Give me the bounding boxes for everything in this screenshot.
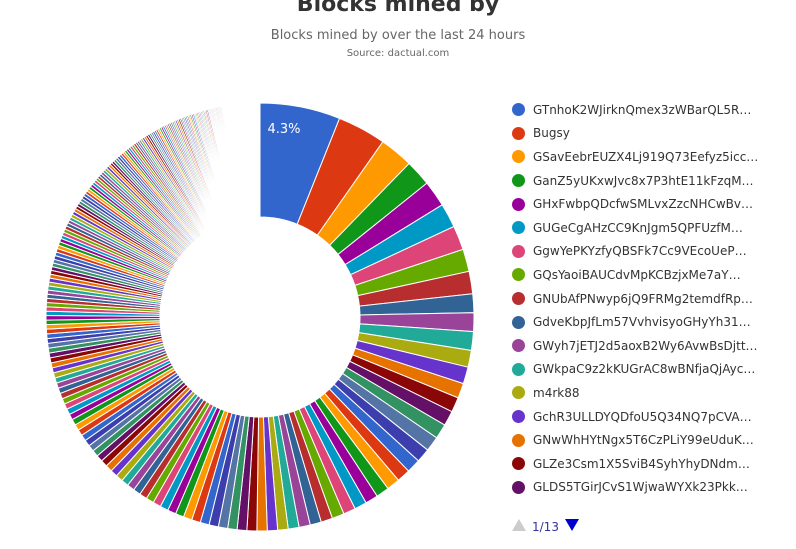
legend-color-dot — [512, 386, 525, 400]
legend-color-dot — [512, 103, 525, 117]
legend-item[interactable]: GWkpaC9z2kKUGrAC8wBNfjaQjAyc… — [512, 358, 782, 382]
slice-label: 4.3% — [267, 122, 300, 137]
legend-item[interactable]: GHxFwbpQDcfwSMLvxZzcNHCwBv… — [512, 192, 782, 216]
chart-title: Blocks mined by — [296, 0, 500, 17]
legend-color-dot — [512, 292, 525, 306]
legend-item[interactable]: GLZe3Csm1X5SviB4SyhYhyDNdm… — [512, 452, 782, 476]
legend-color-dot — [512, 315, 525, 329]
legend-color-dot — [512, 221, 525, 235]
legend-label: GHxFwbpQDcfwSMLvxZzcNHCwBv… — [533, 197, 753, 212]
pager-up-arrow-icon[interactable] — [512, 518, 526, 536]
legend-color-dot — [512, 410, 525, 424]
pie-slice[interactable] — [258, 102, 261, 218]
legend-item[interactable]: GNwWhHYtNgx5T6CzPLiY99eUduK… — [512, 428, 782, 452]
legend-item[interactable]: GQsYaoiBAUCdvMpKCBzjxMe7aY… — [512, 263, 782, 287]
legend-label: GNUbAfPNwyp6jQ9FRMg2temdfRp… — [533, 291, 753, 306]
legend-label: GQsYaoiBAUCdvMpKCBzjxMe7aY… — [533, 267, 741, 282]
legend-item[interactable]: GLDS5TGirJCvS1WjwaWYXk23Pkk… — [512, 476, 782, 500]
pager-text: 1/13 — [532, 520, 559, 534]
legend-label: GdveKbpJfLm57VvhvisyoGHyYh31… — [533, 315, 751, 330]
legend-label: m4rk88 — [533, 385, 580, 400]
legend-item[interactable]: m4rk88 — [512, 381, 782, 405]
slices-group — [45, 102, 475, 532]
legend-color-dot — [512, 126, 525, 140]
legend-label: GanZ5yUKxwJvc8x7P3htE11kFzqM… — [533, 173, 754, 188]
legend-label: Bugsy — [533, 126, 570, 141]
legend-label: GLZe3Csm1X5SviB4SyhYhyDNdm… — [533, 456, 750, 471]
legend-label: GTnhoK2WJirknQmex3zWBarQL5R… — [533, 102, 752, 117]
legend-color-dot — [512, 433, 525, 447]
legend-color-dot — [512, 268, 525, 282]
legend-color-dot — [512, 197, 525, 211]
chart-source: Source: dactual.com — [346, 48, 450, 59]
legend-item[interactable]: GTnhoK2WJirknQmex3zWBarQL5R… — [512, 98, 782, 122]
legend-item[interactable]: GNUbAfPNwyp6jQ9FRMg2temdfRp… — [512, 287, 782, 311]
legend-label: GWyh7jETJ2d5aoxB2Wy6AvwBsDjtt… — [533, 338, 758, 353]
chart-subtitle: Blocks mined by over the last 24 hours — [270, 28, 526, 43]
legend-color-dot — [512, 339, 525, 353]
legend-item[interactable]: GgwYePKYzfyQBSFk7Cc9VEcoUeP… — [512, 240, 782, 264]
legend-color-dot — [512, 150, 525, 164]
legend-color-dot — [512, 457, 525, 471]
legend-label: GgwYePKYzfyQBSFk7Cc9VEcoUeP… — [533, 244, 747, 259]
legend-item[interactable]: GanZ5yUKxwJvc8x7P3htE11kFzqM… — [512, 169, 782, 193]
legend-color-dot — [512, 362, 525, 376]
legend-label: GLDS5TGirJCvS1WjwaWYXk23Pkk… — [533, 480, 748, 495]
legend-label: GWkpaC9z2kKUGrAC8wBNfjaQjAyc… — [533, 362, 756, 377]
legend-pager: 1/13 — [512, 518, 579, 536]
pager-down-arrow-icon[interactable] — [564, 518, 579, 536]
legend-label: GUGeCgAHzCC9KnJgm5QPFUzfM… — [533, 220, 743, 235]
legend-label: GchR3ULLDYQDfoU5Q34NQ7pCVA… — [533, 409, 752, 424]
legend-item[interactable]: GSavEebrEUZX4Lj919Q73Eefyz5icc… — [512, 145, 782, 169]
legend-color-dot — [512, 480, 525, 494]
legend-item[interactable]: GdveKbpJfLm57VvhvisyoGHyYh31… — [512, 310, 782, 334]
legend-item[interactable]: GchR3ULLDYQDfoU5Q34NQ7pCVA… — [512, 405, 782, 429]
legend-color-dot — [512, 244, 525, 258]
legend-label: GSavEebrEUZX4Lj919Q73Eefyz5icc… — [533, 149, 759, 164]
legend: GTnhoK2WJirknQmex3zWBarQL5R… Bugsy GSavEeb… — [512, 98, 782, 499]
legend-item[interactable]: GWyh7jETJ2d5aoxB2Wy6AvwBsDjtt… — [512, 334, 782, 358]
legend-item[interactable]: Bugsy — [512, 122, 782, 146]
legend-item[interactable]: GUGeCgAHzCC9KnJgm5QPFUzfM… — [512, 216, 782, 240]
legend-label: GNwWhHYtNgx5T6CzPLiY99eUduK… — [533, 433, 754, 448]
legend-color-dot — [512, 174, 525, 188]
